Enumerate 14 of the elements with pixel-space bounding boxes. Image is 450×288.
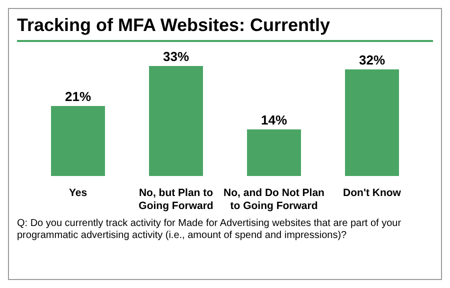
data-label: 21%	[64, 89, 92, 104]
x-tick-label: No, but Plan to Going Forward	[138, 187, 214, 212]
text: Q: Do you currently track activity for Made for Advertising websites that are part of your programmatic advertising activity (i.e., amount of spend and impressions)?	[16, 217, 402, 242]
data-label: 33%	[162, 49, 190, 64]
data-label: 32%	[358, 52, 386, 68]
x-tick-label: Don't Know	[343, 187, 402, 199]
bar	[149, 66, 203, 176]
bar	[51, 106, 105, 176]
x-tick-label: Yes	[68, 187, 88, 199]
data-label: 14%	[260, 112, 288, 128]
bar	[247, 129, 301, 176]
x-tick-label: No, and Do Not Plan to Going Forward	[224, 187, 324, 212]
bar	[345, 69, 399, 176]
chart-title: Tracking of MFA Websites: Currently	[16, 14, 332, 36]
